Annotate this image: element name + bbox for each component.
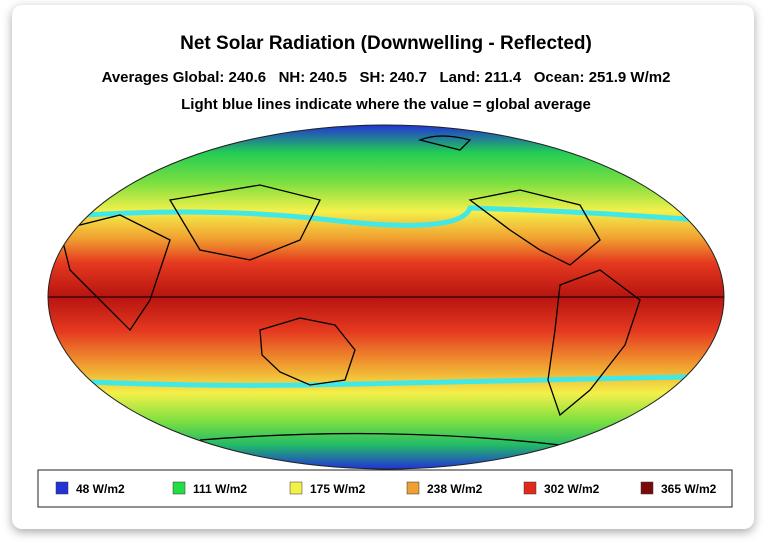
average-contour [48,205,724,228]
legend-label: 238 W/m2 [427,482,483,496]
legend-box [37,469,733,508]
coastlines [59,135,641,446]
legend: 48 W/m2 111 W/m2 175 W/m2 238 W/m2 302 W/m2 3… [55,481,717,496]
map [48,125,724,469]
map-outline [47,124,725,470]
averages: Averages Global: 240.6 NH: 240.5 SH: 240… [102,69,671,86]
average-contour [48,373,724,388]
legend-label: 111 W/m2 [193,482,247,496]
legend-label: 175 W/m2 [310,482,366,496]
legend-swatch [523,481,537,495]
legend-label: 48 W/m2 [76,482,125,496]
legend-label: 302 W/m2 [544,482,600,496]
legend-swatch [289,481,303,495]
note: Light blue lines indicate where the valu… [181,96,591,113]
legend-swatch [55,481,69,495]
legend-swatch [406,481,420,495]
legend-label: 365 W/m2 [661,482,717,496]
title: Net Solar Radiation (Downwelling - Refle… [180,33,592,54]
legend-swatch [640,481,654,495]
legend-swatch [172,481,186,495]
